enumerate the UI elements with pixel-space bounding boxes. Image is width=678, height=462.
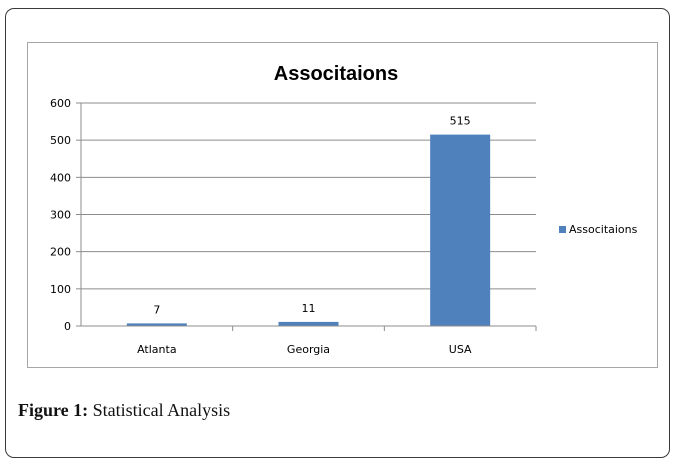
y-tick-label: 400: [50, 171, 71, 184]
caption-text: Statistical Analysis: [88, 400, 231, 420]
x-tick-label: USA: [449, 343, 472, 356]
figure-caption: Figure 1: Statistical Analysis: [18, 400, 230, 421]
y-tick-label: 500: [50, 134, 71, 147]
bar: [430, 134, 491, 326]
y-tick-label: 200: [50, 246, 71, 259]
y-tick-label: 100: [50, 283, 71, 296]
chart-title: Associtaions: [274, 63, 398, 85]
figure-frame: [5, 8, 670, 458]
data-label: 11: [302, 302, 316, 315]
x-tick-label: Atlanta: [137, 343, 176, 356]
legend-label: Associtaions: [569, 223, 638, 236]
caption-label: Figure 1:: [18, 400, 89, 420]
bar-chart: Associtaions 0 100 200 300 400 500 600 7 Atlanta…: [50, 63, 638, 356]
bars: [126, 134, 491, 326]
legend-swatch: [559, 226, 566, 233]
y-tick-label: 300: [50, 209, 71, 222]
y-tick-label: 0: [64, 320, 71, 333]
data-label: 7: [153, 303, 160, 316]
bar: [278, 321, 339, 326]
bar: [126, 323, 187, 326]
y-tick-label: 600: [50, 97, 71, 110]
data-label: 515: [450, 115, 471, 128]
axes: [76, 102, 537, 331]
x-tick-label: Georgia: [287, 343, 330, 356]
chart-area: Associtaions 0 100 200 300 400 500 600 7 Atlanta…: [27, 42, 658, 368]
labels: 0 100 200 300 400 500 600 7 Atlanta 11 Georgia 515 U…: [50, 97, 472, 356]
legend: Associtaions: [559, 223, 638, 236]
